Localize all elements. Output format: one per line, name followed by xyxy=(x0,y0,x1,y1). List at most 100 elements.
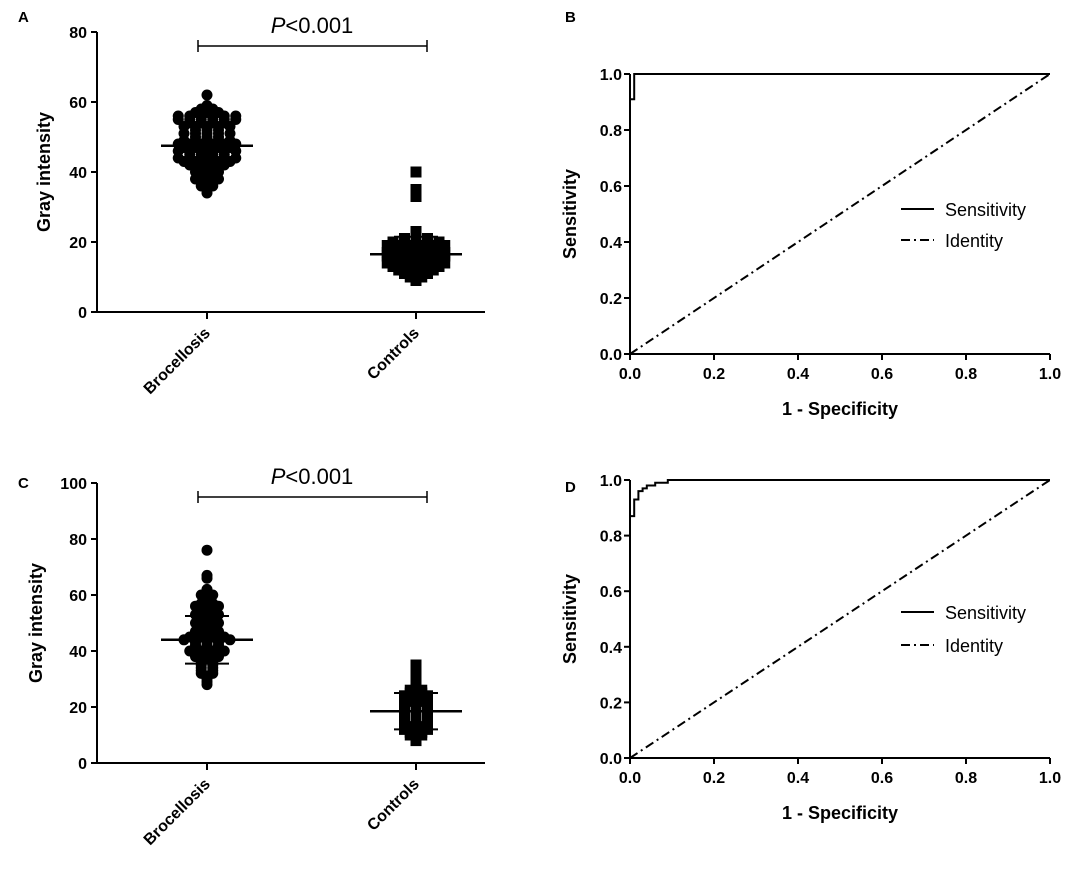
y-tick-label: 0.2 xyxy=(600,695,622,712)
y-tick-label: 0.6 xyxy=(600,179,622,196)
data-point-circle xyxy=(201,100,213,111)
data-point-square xyxy=(404,240,416,251)
panel-a-scatter: A 0 20 40 60 80 Gray intensity Brocellosis Contr… xyxy=(18,9,485,398)
data-point-square xyxy=(381,240,393,251)
data-point-square xyxy=(439,247,451,258)
legend-label: Identity xyxy=(945,636,1003,656)
data-point-square xyxy=(433,236,445,248)
x-tick-label: 0.2 xyxy=(703,366,725,383)
data-point-square xyxy=(439,257,451,269)
data-point-square xyxy=(433,243,445,255)
data-point-square xyxy=(393,240,405,251)
data-point-square xyxy=(410,275,422,286)
data-point-square xyxy=(427,257,439,269)
data-point-square xyxy=(399,233,410,244)
legend-label: Identity xyxy=(945,231,1003,251)
x-tick-label: 0.6 xyxy=(871,366,893,383)
data-point-circle xyxy=(230,110,242,122)
data-point-square xyxy=(404,693,416,705)
y-tick-label: 60 xyxy=(69,95,87,112)
data-point-square xyxy=(404,264,416,276)
y-tick-label: 0.8 xyxy=(600,529,622,546)
data-point-square xyxy=(416,247,428,258)
y-tick-label: 0.4 xyxy=(600,235,622,252)
panel-letter: A xyxy=(18,9,29,26)
y-tick-label: 20 xyxy=(69,700,87,717)
data-point-square xyxy=(410,191,422,202)
x-category-label: Controls xyxy=(364,776,423,835)
data-point-square xyxy=(404,257,416,269)
sensitivity-curve xyxy=(629,479,1050,758)
data-point-square xyxy=(422,233,433,244)
data-point-square xyxy=(404,684,416,696)
data-point-square xyxy=(399,254,410,265)
data-point-square xyxy=(381,247,393,258)
data-point-square xyxy=(416,271,428,283)
data-point-square xyxy=(393,247,405,258)
data-point-square xyxy=(416,693,428,705)
data-point-square xyxy=(422,261,433,272)
data-point-square xyxy=(410,226,422,237)
x-category-label: Brocellosis xyxy=(141,325,214,398)
data-point-square xyxy=(433,254,445,265)
data-point-square xyxy=(399,698,410,710)
x-tick-label: 1.0 xyxy=(1039,770,1061,787)
data-point-square xyxy=(422,690,433,702)
data-point-square xyxy=(387,243,399,255)
y-tick-label: 20 xyxy=(69,235,87,252)
data-point-circle xyxy=(201,89,213,101)
y-tick-label: 0 xyxy=(78,756,87,773)
y-tick-label: 0.0 xyxy=(600,347,622,364)
panel-c-scatter: C 0 20 40 60 80 100 Gray intensity Brocellosis Co… xyxy=(18,464,485,849)
y-tick-label: 100 xyxy=(60,476,87,493)
y-tick-label: 0.8 xyxy=(600,123,622,140)
data-point-square xyxy=(422,243,433,255)
x-tick-label: 0.0 xyxy=(619,770,641,787)
x-tick-label: 0.8 xyxy=(955,366,977,383)
data-point-square xyxy=(387,254,399,265)
x-tick-label: 0.4 xyxy=(787,770,809,787)
x-tick-label: 0.6 xyxy=(871,770,893,787)
data-point-square xyxy=(416,684,428,696)
data-point-square xyxy=(410,732,422,744)
x-axis-title: 1 - Specificity xyxy=(782,399,898,419)
y-tick-label: 40 xyxy=(69,644,87,661)
data-point-square xyxy=(381,257,393,269)
data-point-square xyxy=(416,721,428,733)
data-point-square xyxy=(439,240,451,251)
data-point-square xyxy=(433,261,445,272)
data-point-circle xyxy=(201,583,213,595)
data-point-circle xyxy=(201,544,213,556)
x-tick-label: 0.4 xyxy=(787,366,809,383)
p-value-rest: <0.001 xyxy=(285,464,353,489)
data-point-square xyxy=(422,698,433,710)
y-tick-label: 0.0 xyxy=(600,751,622,768)
data-point-square xyxy=(410,670,422,682)
data-point-square xyxy=(399,261,410,272)
p-value-italic: P xyxy=(271,464,286,489)
y-tick-label: 0 xyxy=(78,305,87,322)
x-tick-label: 0.8 xyxy=(955,770,977,787)
data-point-circle xyxy=(172,110,184,122)
sensitivity-curve xyxy=(629,73,1050,354)
p-value-italic: P xyxy=(271,13,286,38)
data-point-square xyxy=(416,257,428,269)
data-point-square xyxy=(399,243,410,255)
data-point-square xyxy=(410,166,422,178)
y-tick-label: 80 xyxy=(69,532,87,549)
data-point-square xyxy=(399,268,410,279)
panel-letter: C xyxy=(18,475,29,492)
data-point-square xyxy=(399,690,410,702)
y-tick-label: 1.0 xyxy=(600,67,622,84)
data-point-square xyxy=(410,665,422,677)
data-point-square xyxy=(404,726,416,738)
panel-b-roc: B 0.0 0.2 0.4 0.6 0.8 1.0 0.0 0.2 0.4 0.6 0.8 1.0 Sen… xyxy=(560,9,1061,419)
panel-d-roc: D 0.0 0.2 0.4 0.6 0.8 1.0 0.0 0.2 0.4 0.6 0.8 1.0 Sen… xyxy=(560,473,1061,823)
x-category-label: Brocellosis xyxy=(141,776,214,849)
panel-letter: B xyxy=(565,9,576,26)
data-point-square xyxy=(427,240,439,251)
panel-letter: D xyxy=(565,479,576,496)
y-tick-label: 80 xyxy=(69,25,87,42)
data-point-square xyxy=(387,261,399,272)
